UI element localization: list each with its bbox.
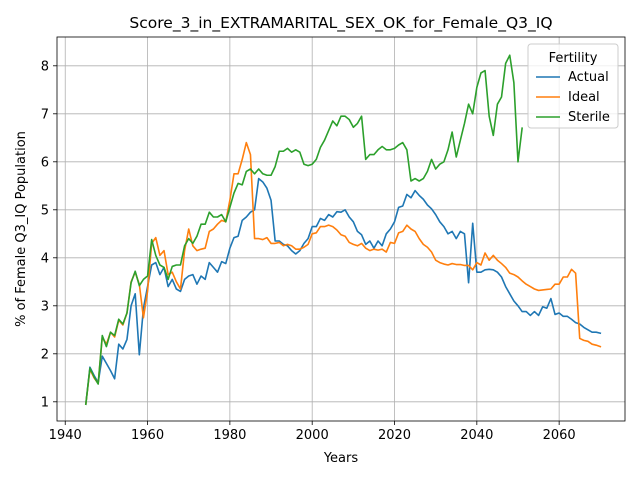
legend-title: Fertility bbox=[549, 51, 598, 66]
legend-label-ideal: Ideal bbox=[568, 90, 600, 105]
legend-box bbox=[527, 43, 619, 129]
y-tick-label: 7 bbox=[41, 107, 49, 122]
plot-frame bbox=[56, 36, 626, 422]
x-tick-label: 2040 bbox=[460, 428, 493, 443]
x-tick-label: 1960 bbox=[131, 428, 164, 443]
legend-entries: Actual Ideal Sterile bbox=[536, 70, 610, 125]
series-line-sterile bbox=[84, 54, 523, 406]
x-tick-label: 2020 bbox=[378, 428, 411, 443]
series-lines bbox=[84, 54, 602, 406]
legend: Fertility Actual Ideal Sterile bbox=[527, 43, 619, 129]
x-tick-label: 2060 bbox=[543, 428, 576, 443]
x-axis: 1940 1960 1980 2000 2020 2040 2060 bbox=[49, 421, 576, 443]
y-tick-label: 8 bbox=[41, 59, 49, 74]
x-axis-label: Years bbox=[323, 451, 359, 466]
y-axis: 1 2 3 4 5 6 7 8 bbox=[41, 59, 57, 410]
x-tick-label: 1940 bbox=[49, 428, 82, 443]
legend-label-sterile: Sterile bbox=[568, 110, 610, 125]
x-tick-label: 2000 bbox=[296, 428, 329, 443]
series-line-actual bbox=[84, 177, 602, 406]
grid bbox=[57, 37, 625, 421]
y-tick-label: 6 bbox=[41, 155, 49, 170]
chart-title: Score_3_in_EXTRAMARITAL_SEX_OK_for_Femal… bbox=[129, 14, 552, 33]
y-tick-label: 2 bbox=[41, 347, 49, 362]
y-axis-label: % of Female Q3_IQ Population bbox=[14, 131, 29, 327]
y-tick-label: 5 bbox=[41, 203, 49, 218]
legend-label-actual: Actual bbox=[568, 70, 609, 85]
series-line-ideal bbox=[84, 141, 602, 406]
x-tick-label: 1980 bbox=[213, 428, 246, 443]
y-tick-label: 3 bbox=[41, 299, 49, 314]
y-tick-label: 1 bbox=[41, 395, 49, 410]
y-tick-label: 4 bbox=[41, 251, 49, 266]
